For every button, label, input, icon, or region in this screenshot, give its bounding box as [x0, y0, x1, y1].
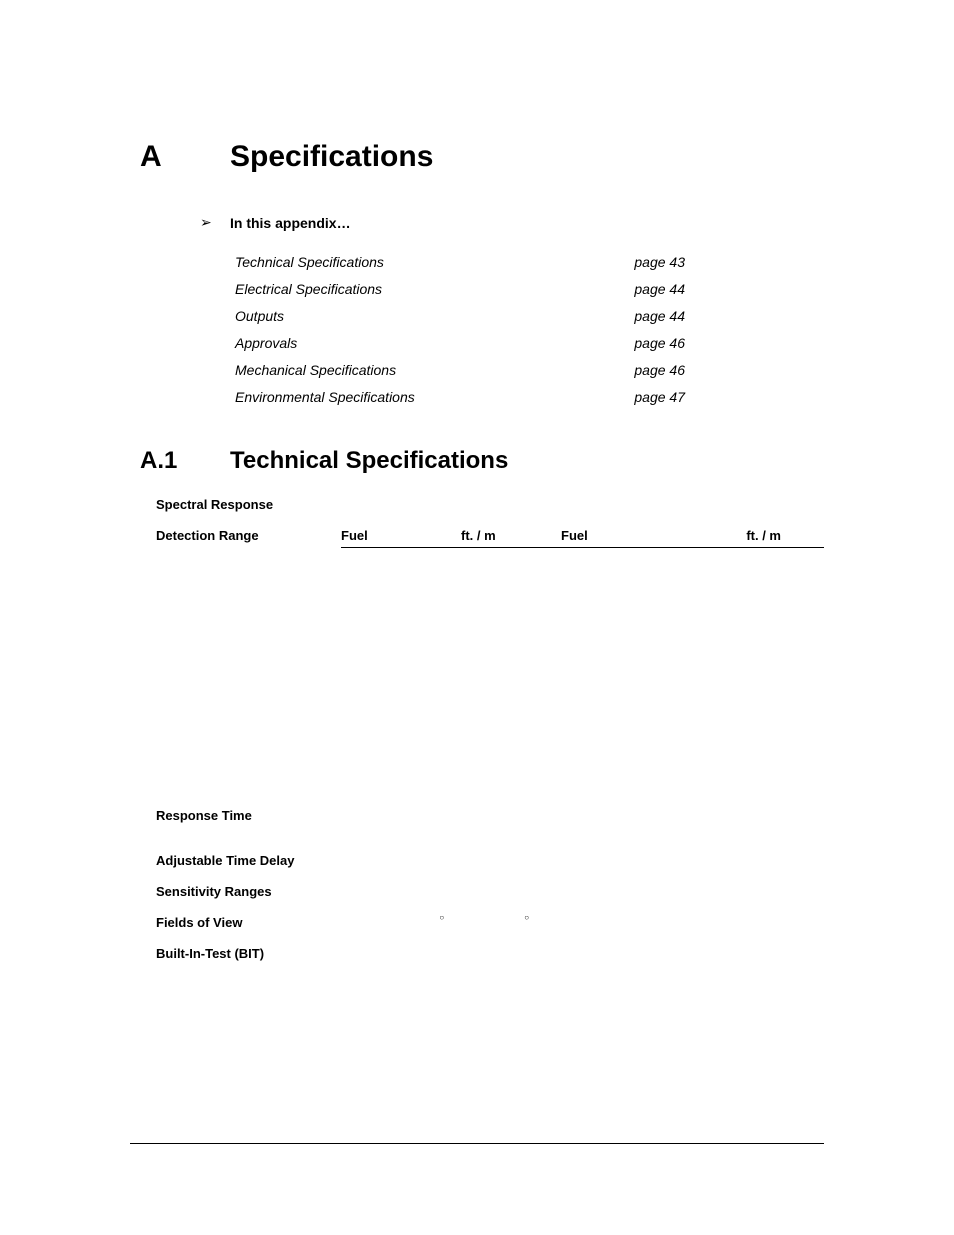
spec-response-time: Response Time	[156, 808, 824, 823]
section-number: A.1	[140, 447, 230, 475]
toc-item-page: page 46	[634, 330, 685, 357]
spec-spectral-response: Spectral Response	[156, 497, 824, 512]
column-header-unit-b: ft. / m	[691, 528, 781, 543]
section-heading: A.1 Technical Specifications	[140, 447, 824, 475]
footer-rule	[130, 1143, 824, 1145]
chapter-heading: A Specifications	[140, 140, 824, 174]
spec-adjustable-time-delay: Adjustable Time Delay	[156, 853, 824, 868]
section-title: Technical Specifications	[230, 447, 508, 475]
spec-fields-of-view: Fields of View pad ○ ○	[156, 915, 824, 930]
toc-item: Environmental Specifications page 47	[235, 384, 685, 411]
toc-item-page: page 47	[634, 384, 685, 411]
spec-label: Adjustable Time Delay	[156, 853, 346, 868]
spec-detection-range: Detection Range Fuel ft. / m Fuel ft. / …	[156, 528, 824, 548]
table-of-contents: Technical Specifications page 43 Electri…	[235, 249, 685, 411]
detection-range-table: Fuel ft. / m Fuel ft. / m	[341, 528, 824, 548]
toc-item-title: Electrical Specifications	[235, 276, 382, 303]
toc-item-page: page 46	[634, 357, 685, 384]
chapter-letter: A	[140, 140, 230, 174]
fields-of-view-value: pad ○ ○	[346, 915, 529, 926]
spec-label: Spectral Response	[156, 497, 346, 512]
spec-label: Fields of View	[156, 915, 346, 930]
spec-sensitivity-ranges: Sensitivity Ranges	[156, 884, 824, 899]
toc-item-title: Technical Specifications	[235, 249, 384, 276]
appendix-intro: ➢ In this appendix…	[200, 214, 824, 231]
degree-mark-icon: ○	[524, 913, 529, 922]
spec-label: Detection Range	[156, 528, 346, 543]
toc-item-page: page 44	[634, 303, 685, 330]
spec-list: Spectral Response Detection Range Fuel f…	[156, 497, 824, 961]
spec-label: Built-In-Test (BIT)	[156, 946, 346, 961]
column-header-fuel-a: Fuel	[341, 528, 461, 543]
table-header-row: Fuel ft. / m Fuel ft. / m	[341, 528, 824, 548]
arrow-icon: ➢	[200, 214, 230, 231]
toc-item-title: Mechanical Specifications	[235, 357, 396, 384]
degree-mark-icon: ○	[439, 913, 444, 922]
spec-built-in-test: Built-In-Test (BIT)	[156, 946, 824, 961]
spec-label: Response Time	[156, 808, 346, 823]
toc-item-page: page 44	[634, 276, 685, 303]
toc-item: Approvals page 46	[235, 330, 685, 357]
toc-item: Technical Specifications page 43	[235, 249, 685, 276]
toc-item-title: Outputs	[235, 303, 284, 330]
toc-item: Outputs page 44	[235, 303, 685, 330]
toc-item-title: Environmental Specifications	[235, 384, 415, 411]
chapter-title: Specifications	[230, 140, 433, 174]
spec-label: Sensitivity Ranges	[156, 884, 346, 899]
toc-item: Electrical Specifications page 44	[235, 276, 685, 303]
toc-item: Mechanical Specifications page 46	[235, 357, 685, 384]
column-header-fuel-b: Fuel	[561, 528, 691, 543]
appendix-intro-label: In this appendix…	[230, 215, 351, 231]
toc-item-title: Approvals	[235, 330, 297, 357]
column-header-unit-a: ft. / m	[461, 528, 561, 543]
toc-item-page: page 43	[634, 249, 685, 276]
document-page: A Specifications ➢ In this appendix… Tec…	[0, 0, 954, 1235]
table-body-space	[156, 548, 824, 808]
